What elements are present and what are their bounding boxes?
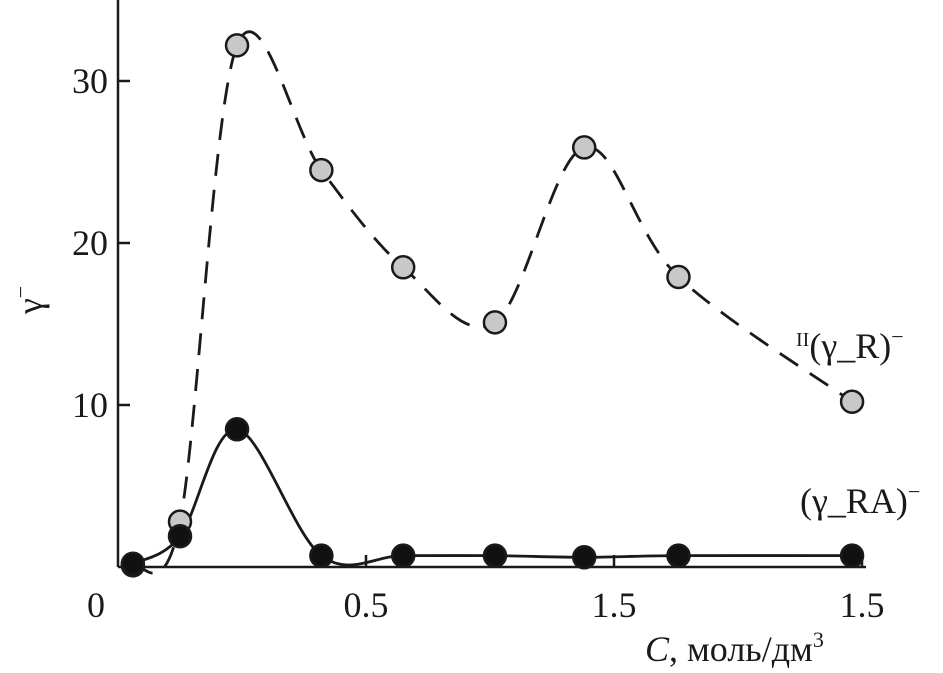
x-axis-label: C, моль/дм3	[645, 627, 824, 669]
axes	[116, 0, 866, 569]
data-point-series-1	[571, 545, 597, 570]
series-label-gamma-ra: (γ_RA)−	[800, 479, 920, 521]
y-tick-label: 10	[72, 385, 108, 425]
data-point-series-0	[482, 310, 508, 335]
data-point-series-0	[839, 389, 865, 415]
data-point-series-0	[390, 255, 416, 280]
y-tick-label: 30	[72, 61, 108, 101]
x-tick-label: 0.5	[344, 585, 389, 625]
data-point-series-1	[224, 417, 250, 442]
y-axis-label: γ−	[8, 286, 50, 315]
curves	[131, 30, 853, 575]
x-tick-label: 0	[87, 585, 105, 625]
markers	[120, 33, 865, 578]
series-label-gamma-r: II(γ_R)−	[796, 324, 904, 366]
y-tick-label: 20	[72, 223, 108, 263]
data-point-series-0	[666, 264, 691, 290]
data-point-series-1	[120, 551, 146, 577]
x-tick-label: 1.5	[840, 585, 885, 625]
data-point-series-0	[224, 33, 250, 58]
data-point-series-0	[309, 157, 334, 183]
ticks: 10 20 30 0 0.5 1.5 1.5	[72, 61, 885, 625]
data-point-series-0	[571, 135, 597, 160]
series-line-0	[131, 30, 853, 575]
data-point-series-1	[482, 543, 508, 568]
data-point-series-1	[167, 523, 193, 549]
data-point-series-1	[390, 543, 416, 568]
x-tick-label: 1.5	[592, 585, 637, 625]
data-point-series-1	[309, 543, 334, 568]
data-point-series-1	[666, 543, 691, 568]
data-point-series-1	[839, 543, 865, 568]
